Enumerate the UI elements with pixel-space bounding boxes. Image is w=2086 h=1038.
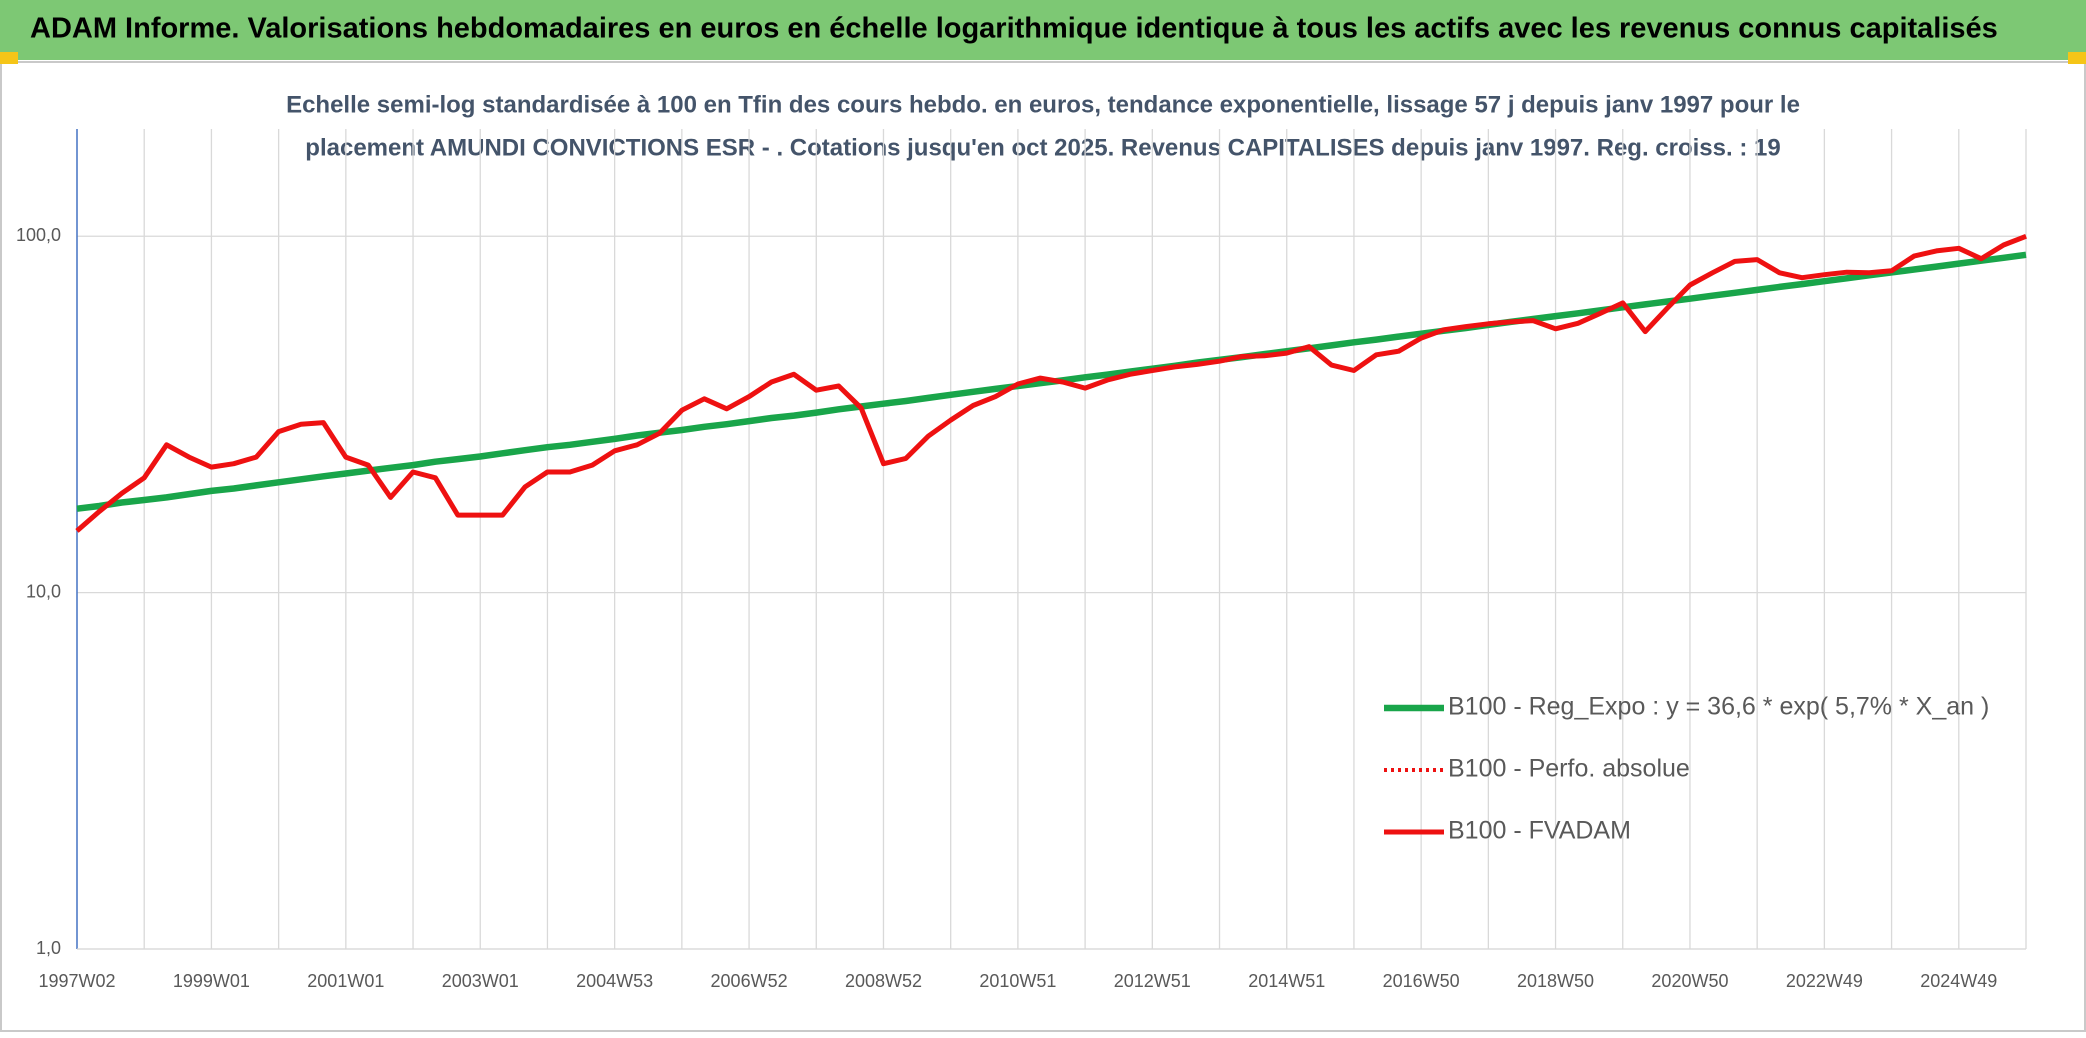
chart-subtitle: Echelle semi-log standardisée à 100 en T… (286, 91, 1800, 118)
x-tick-label: 2022W49 (1786, 971, 1863, 991)
x-tick-label: 2020W50 (1651, 971, 1728, 991)
x-tick-label: 2001W01 (307, 971, 384, 991)
x-tick-label: 2003W01 (442, 971, 519, 991)
plot-lines (75, 233, 2027, 533)
x-tick-label: 1997W02 (38, 971, 115, 991)
y-tick-label: 10,0 (26, 581, 61, 601)
corner-mark (2068, 52, 2086, 64)
series-line (75, 233, 2027, 533)
x-tick-label: 2010W51 (979, 971, 1056, 991)
chart-subtitle: placement AMUNDI CONVICTIONS ESR - . Cot… (305, 134, 1780, 161)
corner-mark (0, 52, 18, 64)
x-tick-label: 2012W51 (1114, 971, 1191, 991)
x-tick-label: 2018W50 (1517, 971, 1594, 991)
x-tick-label: 1999W01 (173, 971, 250, 991)
grid: 1997W02 1999W01 2001W01 2003W01 2004W53 2006W… (16, 129, 2027, 991)
legend-label: B100 - Perfo. absolue (1448, 755, 1690, 783)
y-tick-label: 1,0 (36, 938, 61, 958)
chart-frame (0, 61, 2086, 1032)
y-tick-label: 100,0 (16, 225, 61, 245)
header-band (0, 0, 2086, 60)
legend: B100 - Reg_Expo : y = 36,6 * exp( 5,7% *… (1384, 693, 1989, 845)
x-tick-label: 2016W50 (1383, 971, 1460, 991)
chart-title: ADAM Informe. Valorisations hebdomadaire… (30, 13, 1998, 45)
x-tick-label: 2024W49 (1920, 971, 1997, 991)
legend-label: B100 - FVADAM (1448, 817, 1631, 845)
x-tick-label: 2008W52 (845, 971, 922, 991)
x-tick-label: 2006W52 (711, 971, 788, 991)
x-tick-label: 2014W51 (1248, 971, 1325, 991)
legend-label: B100 - Reg_Expo : y = 36,6 * exp( 5,7% *… (1448, 693, 1989, 721)
x-tick-label: 2004W53 (576, 971, 653, 991)
